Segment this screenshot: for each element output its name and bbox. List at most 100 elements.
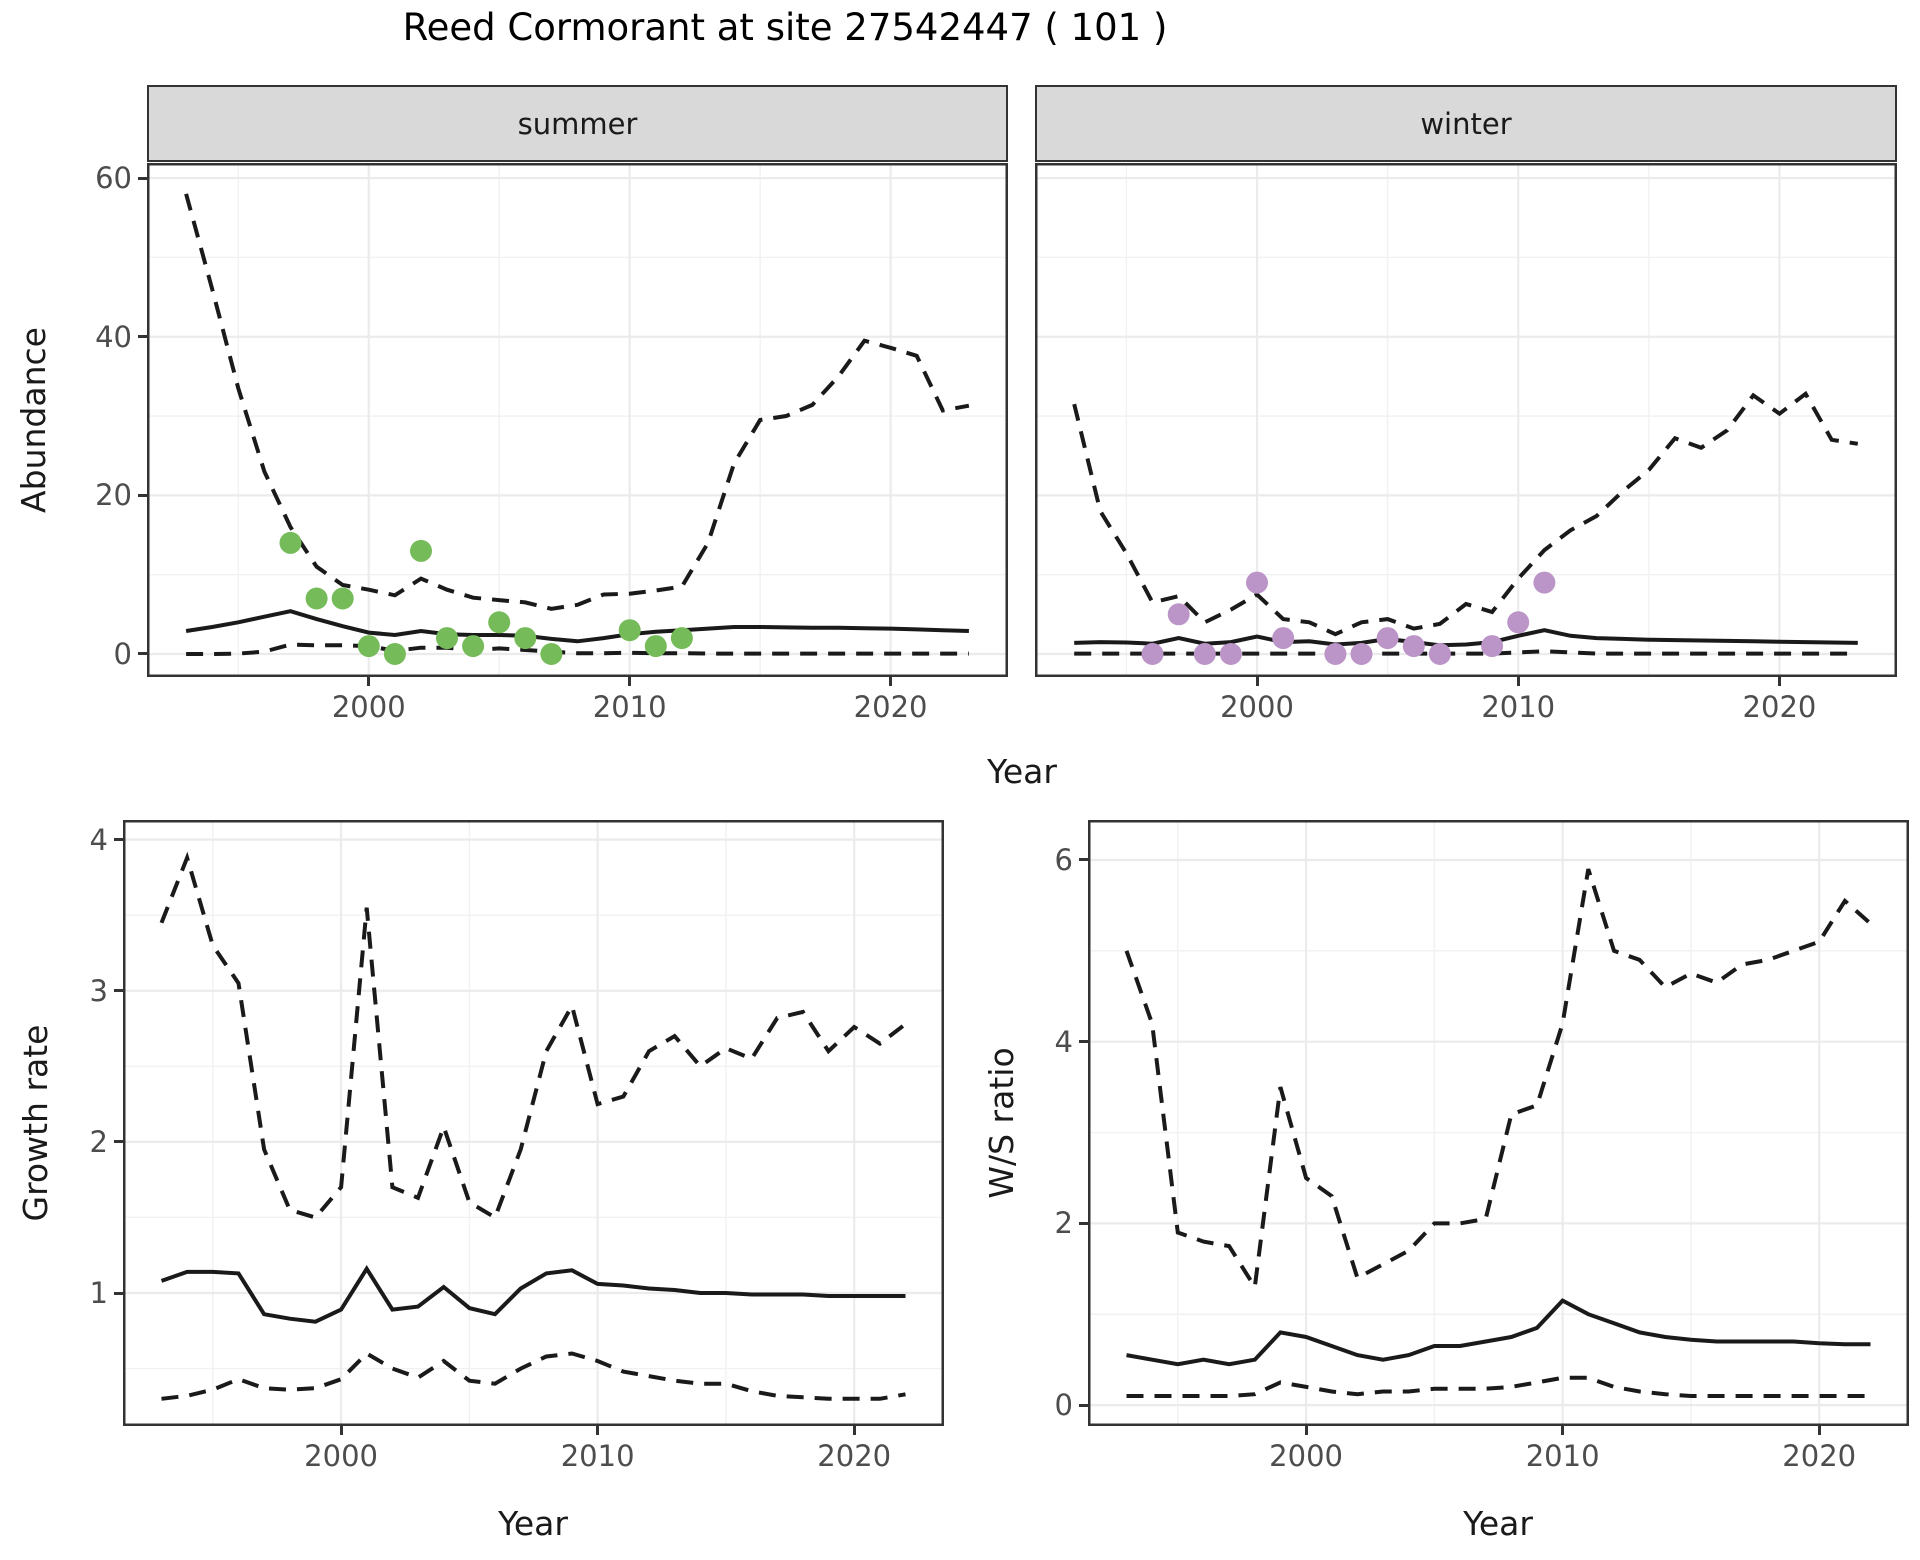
x-tick-label: 2000 xyxy=(1269,1439,1343,1473)
facet-strip-winter-label: winter xyxy=(1420,106,1512,141)
observation-point xyxy=(1376,627,1399,650)
facet-strip-summer: summer xyxy=(147,85,1008,162)
x-tick-label: 2020 xyxy=(853,690,928,724)
observation-point xyxy=(1167,603,1190,626)
x-tick-label: 2000 xyxy=(331,690,406,724)
y-tick xyxy=(1079,1040,1088,1044)
x-tick xyxy=(596,1426,600,1435)
observation-point xyxy=(1507,611,1530,634)
observation-point xyxy=(488,611,511,634)
observation-point xyxy=(462,635,485,658)
series-median xyxy=(185,609,969,644)
observation-point xyxy=(279,531,302,554)
x-tick-label: 2020 xyxy=(1742,690,1817,724)
abundance-winter-panel xyxy=(1035,163,1897,677)
x-tick xyxy=(1777,677,1781,686)
series-lower_ci xyxy=(1126,1375,1871,1398)
y-tick xyxy=(1079,858,1088,862)
panel-border xyxy=(1088,820,1909,1426)
observation-point xyxy=(644,635,667,658)
observation-point xyxy=(1350,643,1373,665)
y-tick-label: 60 xyxy=(95,161,132,196)
y-tick-label: 0 xyxy=(113,636,132,671)
observation-point xyxy=(436,627,458,650)
series-upper_ci xyxy=(1072,390,1859,637)
facet-strip-winter: winter xyxy=(1035,85,1897,162)
x-tick xyxy=(1304,1426,1308,1435)
y-tick xyxy=(138,652,147,656)
x-tick-label: 2010 xyxy=(1525,1439,1600,1473)
observation-point xyxy=(1193,643,1216,665)
y-tick-label: 2 xyxy=(1054,1206,1073,1241)
x-tick xyxy=(339,1426,343,1435)
y-tick-label: 4 xyxy=(89,822,108,857)
series-median xyxy=(1126,1298,1871,1367)
series-upper_ci xyxy=(1124,868,1872,1293)
x-tick-label: 2010 xyxy=(560,1439,635,1473)
observation-point xyxy=(1402,635,1425,658)
y-tick-label: 4 xyxy=(1054,1024,1073,1059)
y-tick xyxy=(1079,1403,1088,1407)
x-tick-label: 2000 xyxy=(1220,690,1294,724)
year-axis-title-ws: Year xyxy=(1463,1504,1533,1543)
x-tick xyxy=(889,677,893,686)
x-tick xyxy=(367,677,371,686)
y-tick xyxy=(138,335,147,339)
series-median xyxy=(160,1265,906,1324)
observation-point xyxy=(1141,643,1164,665)
observation-point xyxy=(670,627,693,650)
observation-point xyxy=(1481,635,1504,658)
x-tick-label: 2000 xyxy=(304,1439,378,1473)
series-median xyxy=(1074,628,1858,648)
y-tick-label: 2 xyxy=(89,1124,108,1159)
y-tick-label: 6 xyxy=(1054,842,1073,877)
ws-ratio-axis-title: W/S ratio xyxy=(982,1047,1021,1199)
series-lower_ci xyxy=(161,1350,906,1401)
growth-rate-panel xyxy=(123,820,944,1426)
y-tick-label: 40 xyxy=(95,319,132,354)
observation-point xyxy=(305,587,328,610)
y-tick xyxy=(114,989,123,993)
ws-ratio-panel xyxy=(1088,820,1909,1426)
y-tick-label: 1 xyxy=(89,1276,108,1310)
observation-point xyxy=(1272,627,1295,650)
observation-point xyxy=(383,643,406,665)
abundance-summer-panel xyxy=(147,163,1008,677)
x-tick xyxy=(1516,677,1520,686)
series-upper_ci xyxy=(184,193,970,611)
x-tick xyxy=(1561,1426,1565,1435)
abundance-axis-title: Abundance xyxy=(14,327,53,513)
page-title: Reed Cormorant at site 27542447 ( 101 ) xyxy=(402,6,1168,49)
year-axis-title-top: Year xyxy=(987,752,1057,791)
y-tick xyxy=(114,838,123,842)
panel-border xyxy=(147,163,1008,677)
observation-point xyxy=(514,627,537,650)
y-tick xyxy=(1079,1221,1088,1225)
y-tick-label: 0 xyxy=(1054,1388,1073,1423)
x-tick-label: 2020 xyxy=(1782,1439,1857,1473)
x-tick-label: 2020 xyxy=(817,1439,892,1473)
y-tick xyxy=(138,176,147,180)
y-tick-label: 3 xyxy=(89,973,108,1008)
x-tick-label: 2010 xyxy=(592,690,667,724)
facet-strip-summer-label: summer xyxy=(517,106,638,141)
panel-border xyxy=(123,820,944,1426)
year-axis-title-growth: Year xyxy=(498,1504,568,1543)
observation-point xyxy=(540,643,563,665)
x-tick xyxy=(1817,1426,1821,1435)
y-tick-label: 20 xyxy=(95,478,132,513)
x-tick-label: 2010 xyxy=(1481,690,1556,724)
observation-point xyxy=(331,587,354,610)
observation-point xyxy=(410,539,432,562)
x-tick xyxy=(852,1426,856,1435)
y-tick xyxy=(114,1140,123,1144)
x-tick xyxy=(628,677,632,686)
x-tick xyxy=(1255,677,1259,686)
observation-point xyxy=(1246,571,1268,594)
series-upper_ci xyxy=(159,851,907,1221)
observation-point xyxy=(1324,643,1347,665)
series-lower_ci xyxy=(186,642,969,656)
series-lower_ci xyxy=(1074,649,1858,656)
y-tick xyxy=(114,1291,123,1295)
